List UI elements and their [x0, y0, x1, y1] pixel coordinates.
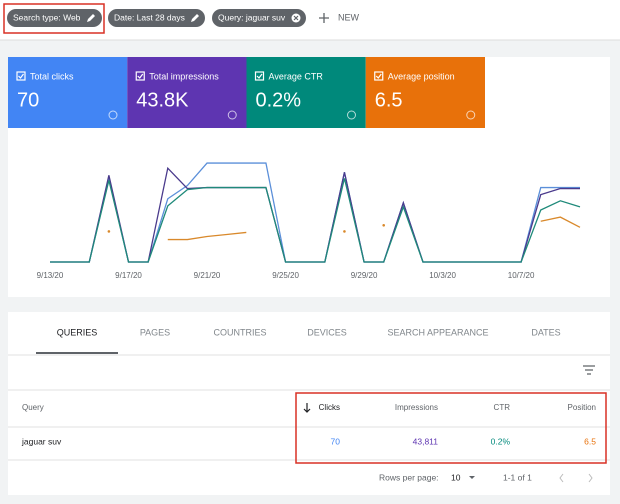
checkbox	[16, 71, 26, 81]
help-icon	[227, 110, 237, 120]
x-tick-label: 10/3/20	[429, 271, 456, 280]
card-bg	[246, 57, 366, 128]
filter-icon[interactable]	[583, 365, 595, 375]
check	[137, 73, 144, 79]
help-icon	[466, 110, 476, 120]
cell: 43,811	[413, 436, 439, 446]
chip-label: Date: Last 28 days	[114, 12, 185, 22]
checkbox	[374, 71, 384, 81]
chip-label: Query: jaguar suv	[218, 12, 286, 22]
sort-arrow	[303, 403, 311, 413]
filter-chip[interactable]: Search type: Web	[7, 9, 102, 27]
line	[540, 216, 581, 228]
tab[interactable]: PAGES	[140, 327, 170, 337]
dropdown-icon	[469, 476, 475, 479]
tabs: QUERIES PAGES COUNTRIES DEVICES SEARCH APPEA…	[57, 327, 561, 337]
point	[107, 230, 111, 233]
metric-value: 6.5	[375, 89, 403, 111]
x-tick-label: 9/13/20	[37, 271, 64, 280]
x-tick-label: 9/25/20	[272, 271, 299, 280]
checkbox	[135, 71, 145, 81]
table: Query Clicks Impressions CTR Position jaguar …	[21, 403, 596, 446]
metric-card[interactable]: Total impressions 43.8K	[127, 57, 247, 128]
highlight-box	[295, 392, 607, 464]
point	[343, 230, 346, 233]
card-bg	[127, 57, 247, 128]
metric-value: 70	[17, 89, 39, 111]
column-header[interactable]: Impressions	[395, 403, 438, 412]
new-label: NEW	[338, 12, 360, 22]
column-header[interactable]: CTR	[494, 403, 511, 412]
cell: 70	[331, 436, 341, 446]
checkbox	[254, 71, 265, 81]
filter-chip[interactable]: Date: Last 28 days	[108, 9, 205, 27]
check	[375, 73, 382, 79]
cell: 0.2%	[491, 436, 511, 446]
line	[50, 178, 581, 263]
metric-label: Average CTR	[269, 71, 324, 81]
chart: 9/13/20 9/17/20 9/21/20 9/25/20 9/29/20 10/3/…	[37, 162, 581, 280]
metric-label: Average position	[388, 71, 455, 81]
filter-chip[interactable]: Query: jaguar suv	[212, 9, 306, 27]
x-tick-label: 9/21/20	[194, 271, 221, 280]
metric-cards: Total clicks 70 Total impressions 43.8K Aver…	[8, 57, 485, 128]
point	[382, 223, 386, 227]
card-bg	[365, 57, 485, 128]
tab[interactable]: SEARCH APPEARANCE	[387, 327, 488, 337]
x-tick-label: 9/17/20	[115, 271, 142, 280]
next-page[interactable]	[588, 473, 593, 483]
metric-card[interactable]: Average CTR 0.2%	[246, 57, 366, 128]
highlight-box	[3, 3, 105, 34]
tab[interactable]: DEVICES	[307, 327, 347, 337]
page-range: 1-1 of 1	[503, 472, 532, 482]
help-icon	[347, 110, 356, 120]
tab[interactable]: COUNTRIES	[213, 327, 266, 337]
check	[256, 73, 263, 79]
new-button[interactable]: NEW	[319, 12, 360, 23]
cell: 6.5	[584, 436, 596, 446]
metric-card[interactable]: Average position 6.5	[365, 57, 485, 128]
tab[interactable]: DATES	[531, 327, 560, 337]
x-tick-label: 9/29/20	[351, 271, 378, 280]
metric-value: 0.2%	[256, 89, 302, 111]
metric-value: 43.8K	[136, 89, 189, 111]
help-icon	[108, 110, 118, 120]
tab[interactable]: QUERIES	[57, 327, 98, 337]
metric-label: Total clicks	[30, 71, 74, 81]
rows-per-page-label: Rows per page:	[379, 472, 439, 482]
column-header[interactable]: Clicks	[319, 403, 340, 412]
metric-card[interactable]: Total clicks 70	[8, 57, 128, 128]
column-header: Query	[22, 403, 44, 412]
check	[18, 73, 24, 79]
prev-page[interactable]	[559, 473, 564, 483]
metric-label: Total impressions	[149, 71, 219, 81]
card-bg	[8, 57, 128, 128]
x-tick-label: 10/7/20	[508, 271, 535, 280]
chip-label: Search type: Web	[13, 12, 81, 22]
column-header[interactable]: Position	[568, 403, 596, 412]
rows-per-page[interactable]: 10	[451, 472, 461, 482]
line	[167, 231, 247, 241]
table-card	[8, 312, 610, 495]
cell: jaguar suv	[21, 436, 62, 446]
